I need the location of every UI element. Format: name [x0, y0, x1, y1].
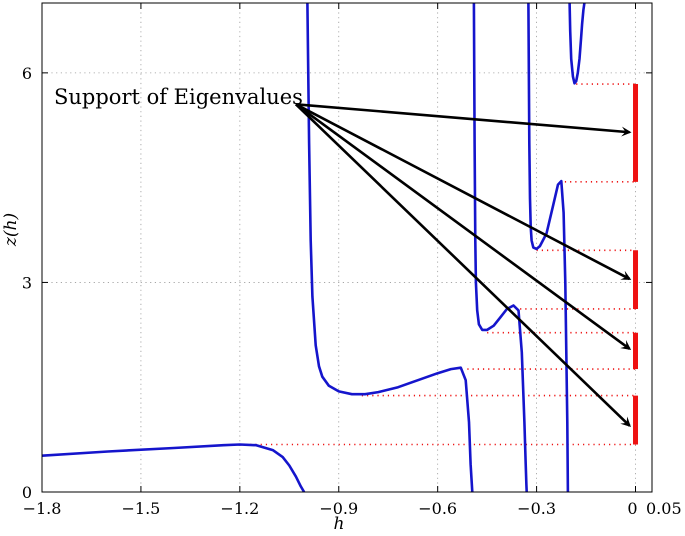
plot-frame — [41, 2, 653, 493]
x-tick-label: −1.5 — [121, 499, 160, 518]
y-tick-label: 3 — [22, 273, 32, 292]
y-axis-label: z(h) — [1, 213, 21, 247]
curves — [41, 2, 586, 493]
y-tick-label: 6 — [22, 64, 32, 83]
arrow — [294, 103, 631, 428]
arrows — [294, 102, 632, 428]
x-tick-label: 0 — [627, 499, 637, 518]
x-tick-label: −1.2 — [220, 499, 259, 518]
curve-branch — [472, 2, 528, 493]
annotation-label: Support of Eigenvalues — [54, 85, 303, 109]
x-tick-label: 0.05 — [646, 499, 682, 518]
curve-branch — [527, 2, 570, 493]
x-tick-label: −0.9 — [319, 499, 358, 518]
axis-ticks: −1.8 −1.5 −1.2 −0.9 −0.6 −0.3 0 0.05 0 3 6 — [22, 3, 682, 518]
grid — [42, 3, 652, 492]
dotted-level-lines — [239, 83, 636, 446]
curve-branch — [41, 443, 306, 493]
arrow — [295, 102, 632, 137]
x-axis-label: h — [334, 514, 345, 534]
x-tick-label: −0.6 — [418, 499, 457, 518]
x-tick-label: −0.3 — [517, 499, 556, 518]
x-tick-label: −1.8 — [23, 499, 62, 518]
curve-branch — [568, 2, 586, 85]
y-tick-label: 0 — [22, 483, 32, 502]
curve-branch — [306, 2, 474, 493]
arrow — [295, 103, 632, 281]
arrow — [295, 103, 632, 350]
